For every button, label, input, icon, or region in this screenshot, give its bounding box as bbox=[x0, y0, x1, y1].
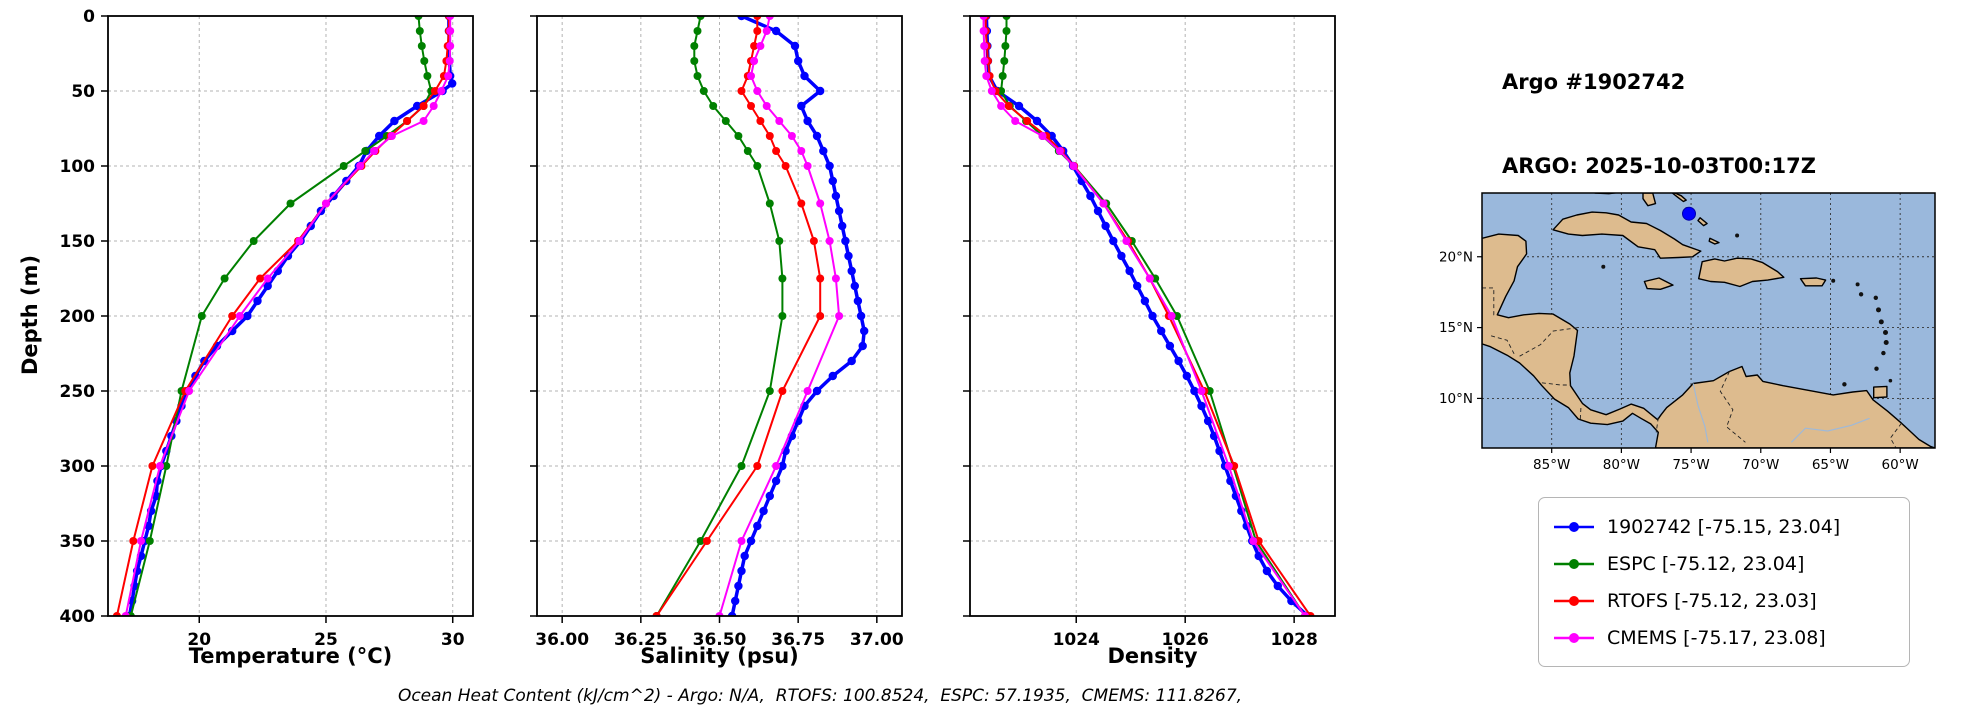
island-dot bbox=[1855, 282, 1860, 287]
map-lat-tick-label: 15°N bbox=[1439, 320, 1473, 336]
ocean-heat-content-text: Ocean Heat Content (kJ/cm^2) - Argo: N/A… bbox=[397, 686, 1243, 706]
border-line bbox=[1490, 335, 1515, 355]
depth-tick-label: 50 bbox=[71, 82, 95, 102]
island-dot bbox=[1874, 366, 1879, 371]
island-dot bbox=[1735, 233, 1740, 238]
x-tick-label: 25 bbox=[314, 630, 338, 650]
x-tick-label: 37.00 bbox=[850, 630, 904, 650]
salinity-chart: 36.00 36.25 36.50 36.75 37.00 bbox=[530, 15, 904, 650]
x-tick-label: 36.25 bbox=[614, 630, 668, 650]
legend-label: ESPC [-75.12, 23.04] bbox=[1607, 552, 1805, 575]
legend-marker-icon bbox=[1554, 595, 1594, 606]
legend-label: RTOFS [-75.12, 23.03] bbox=[1607, 589, 1817, 612]
map-content bbox=[1482, 193, 1935, 448]
info-title: Argo #1902742 bbox=[1502, 70, 1686, 94]
landmass bbox=[1698, 257, 1785, 288]
legend-marker-icon bbox=[1554, 632, 1594, 643]
location-map: 85°W 80°W 75°W 70°W 65°W 60°W 20°N 15°N 10°N bbox=[1439, 192, 1936, 473]
landmass bbox=[1697, 217, 1708, 227]
float-position-marker bbox=[1682, 206, 1696, 221]
landmass bbox=[1482, 233, 1935, 448]
x-tick-label: 1028 bbox=[1270, 630, 1317, 650]
depth-tick-label: 150 bbox=[60, 232, 96, 252]
island-dot bbox=[1873, 295, 1878, 300]
island-dot bbox=[1878, 319, 1884, 325]
island-dot bbox=[1888, 378, 1893, 383]
island-dot bbox=[1601, 264, 1606, 269]
landmass bbox=[1643, 277, 1674, 291]
island-dot bbox=[1883, 340, 1889, 345]
x-tick-label: 36.00 bbox=[535, 630, 589, 650]
island-dot bbox=[1876, 307, 1881, 313]
series-CMEMS bbox=[979, 16, 1309, 616]
legend-item-espc: ESPC [-75.12, 23.04] bbox=[1551, 545, 1909, 582]
x-tick-label: 36.50 bbox=[693, 630, 747, 650]
river-line bbox=[1692, 383, 1709, 443]
legend: 1902742 [-75.15, 23.04] ESPC [-75.12, 23.… bbox=[1538, 497, 1910, 667]
depth-tick-label: 100 bbox=[60, 157, 96, 177]
info-argo-time: ARGO: 2025-10-03T00:17Z bbox=[1502, 154, 1816, 178]
x-tick-label: 36.75 bbox=[771, 630, 825, 650]
legend-label: CMEMS [-75.17, 23.08] bbox=[1607, 626, 1826, 649]
map-lon-tick-label: 65°W bbox=[1812, 457, 1849, 473]
map-lat-tick-label: 10°N bbox=[1439, 391, 1473, 407]
map-frame bbox=[1481, 192, 1936, 449]
salinity-axis-label: Salinity (psu) bbox=[640, 644, 799, 668]
island-dot bbox=[1858, 292, 1864, 297]
landmass bbox=[1671, 193, 1687, 203]
legend-label: 1902742 [-75.15, 23.04] bbox=[1607, 515, 1841, 538]
legend-item-cmems: CMEMS [-75.17, 23.08] bbox=[1551, 619, 1909, 656]
landmass bbox=[1873, 385, 1888, 399]
depth-tick-label: 400 bbox=[60, 607, 96, 627]
temperature-axis-label: Temperature (°C) bbox=[188, 644, 393, 668]
map-lon-tick-label: 75°W bbox=[1672, 457, 1709, 473]
x-tick-label: 1024 bbox=[1053, 630, 1100, 650]
density-chart: 1024 1026 1028 bbox=[963, 15, 1336, 650]
legend-item-rtofs: RTOFS [-75.12, 23.03] bbox=[1551, 582, 1909, 619]
x-tick-label: 1026 bbox=[1162, 630, 1209, 650]
border-line bbox=[1719, 371, 1746, 443]
x-tick-label: 30 bbox=[441, 630, 465, 650]
landmass bbox=[1552, 211, 1702, 259]
series-ESPC bbox=[652, 16, 787, 616]
depth-tick-label: 200 bbox=[60, 307, 96, 327]
depth-tick-label: 300 bbox=[60, 457, 96, 477]
island-dot bbox=[1842, 382, 1847, 387]
border-line bbox=[1579, 406, 1582, 420]
map-lon-tick-label: 80°W bbox=[1603, 457, 1640, 473]
density-axis-label: Density bbox=[1107, 644, 1198, 668]
legend-marker-icon bbox=[1554, 558, 1594, 569]
legend-item-1902742: 1902742 [-75.15, 23.04] bbox=[1551, 508, 1909, 545]
depth-axis-label: Depth (m) bbox=[18, 254, 42, 376]
map-lon-tick-label: 85°W bbox=[1533, 457, 1570, 473]
landmass bbox=[1799, 277, 1827, 287]
island-dot bbox=[1831, 278, 1836, 283]
series-1902742 bbox=[727, 16, 869, 616]
depth-tick-label: 350 bbox=[60, 532, 96, 552]
series-CMEMS bbox=[121, 16, 455, 616]
landmass bbox=[1708, 237, 1720, 245]
depth-tick-label: 0 bbox=[83, 7, 95, 27]
x-tick-label: 20 bbox=[187, 630, 211, 650]
island-dot bbox=[1883, 330, 1888, 335]
map-lon-tick-label: 60°W bbox=[1882, 457, 1919, 473]
series-CMEMS bbox=[715, 16, 844, 616]
border-line bbox=[1655, 417, 1659, 433]
river-line bbox=[1790, 417, 1870, 443]
island-dot bbox=[1881, 350, 1886, 356]
map-lon-tick-label: 70°W bbox=[1742, 457, 1779, 473]
depth-tick-label: 250 bbox=[60, 382, 96, 402]
landmass bbox=[1642, 193, 1657, 207]
map-lat-tick-label: 20°N bbox=[1439, 249, 1473, 265]
legend-marker-icon bbox=[1554, 521, 1594, 532]
